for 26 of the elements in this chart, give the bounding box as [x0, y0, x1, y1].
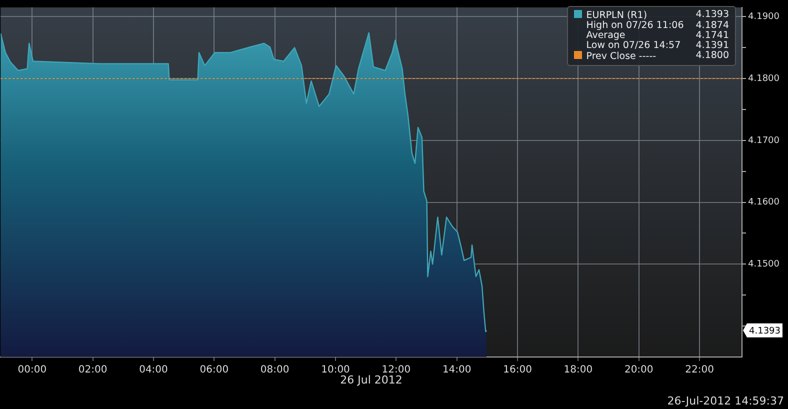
x-tick-label: 18:00 — [564, 364, 593, 376]
legend-label: EURPLN (R1) — [585, 10, 648, 21]
x-tick-label: 14:00 — [442, 364, 472, 376]
text: 4.1393 — [749, 326, 780, 337]
x-tick-label: 10:00 — [321, 364, 350, 376]
x-tick-label: 20:00 — [624, 364, 654, 376]
text: Low on 07/26 14:57 4.1391 — [586, 40, 729, 51]
y-tick-label: 4.1700 — [748, 136, 780, 146]
x-axis-title: 26 Jul 2012 — [340, 373, 402, 386]
y-tick-label: 4.1500 — [748, 260, 780, 270]
x-tick-label: 22:00 — [685, 364, 714, 376]
y-tick-label: 4.1600 — [748, 198, 780, 208]
x-tick-label: 00:00 — [18, 364, 47, 376]
text: Prev Close ----- 4.1800 — [586, 50, 729, 62]
text: High on 07/26 11:06 4.1874 — [586, 20, 729, 31]
x-tick-label: 02:00 — [78, 364, 108, 376]
text: Average 4.1741 — [586, 30, 729, 41]
x-tick-label: 04:00 — [139, 364, 168, 376]
x-tick-label: 06:00 — [200, 364, 229, 376]
x-tick-label: 12:00 — [382, 364, 411, 376]
text: 26-Jul-2012 14:59:37 — [667, 394, 784, 408]
y-tick-label: 4.1800 — [748, 74, 780, 84]
x-tick-label: 08:00 — [260, 364, 290, 376]
annotation: 4.1393 — [696, 9, 729, 21]
y-tick-label: 4.1900 — [748, 12, 780, 22]
x-tick-label: 16:00 — [503, 364, 532, 376]
